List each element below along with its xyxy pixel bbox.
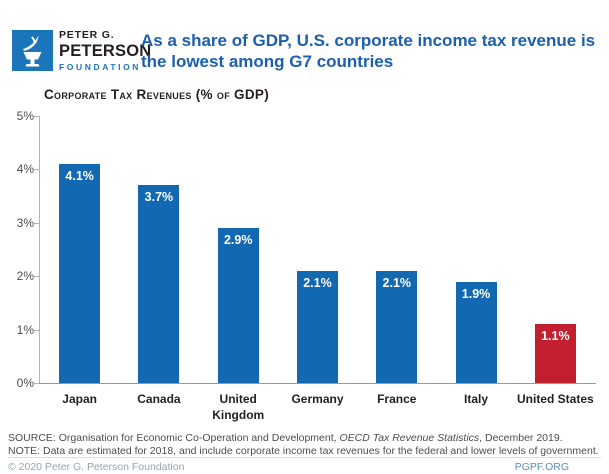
y-tick-mark xyxy=(34,116,40,117)
brand-wordmark: PETER G. PETERSON FOUNDATION xyxy=(59,30,151,71)
source-suffix: , December 2019. xyxy=(479,432,563,444)
footer-divider xyxy=(8,457,601,458)
source-publication: OECD Tax Revenue Statistics xyxy=(339,432,480,444)
copyright-text: © 2020 Peter G. Peterson Foundation xyxy=(8,461,185,473)
y-tick-label: 3% xyxy=(16,215,34,230)
bar-germany: 2.1% xyxy=(296,271,338,383)
x-axis-label: France xyxy=(377,392,417,406)
y-tick-mark xyxy=(34,276,40,278)
bar-value-label: 2.9% xyxy=(223,233,253,247)
x-axis-label: Canada xyxy=(137,392,181,406)
page-title-line2: the lowest among G7 countries xyxy=(141,51,394,71)
y-tick-mark xyxy=(34,383,40,384)
bar-france: 2.1% xyxy=(376,271,418,383)
brand-name-top: PETER G. xyxy=(59,29,115,41)
bars-row: 4.1% 3.7% 2.9% 2.1% 2.1% 1.9% 1.1% xyxy=(40,116,595,383)
bar-united-states: 1.1% xyxy=(534,324,576,383)
bar-value-label: 4.1% xyxy=(65,169,94,183)
bar-slot: 4.1% xyxy=(40,164,119,383)
y-tick-mark xyxy=(34,222,40,224)
y-tick-mark xyxy=(34,169,40,171)
x-axis-line xyxy=(39,383,596,384)
bar-slot: 2.1% xyxy=(357,271,436,383)
pgpf-org-link[interactable]: PGPF.ORG xyxy=(514,461,569,473)
bar-canada: 3.7% xyxy=(138,185,180,383)
bar-value-label: 1.9% xyxy=(461,287,491,301)
torch-icon xyxy=(12,30,53,71)
y-tick-label: 1% xyxy=(16,322,34,337)
x-axis-label: United Kingdom xyxy=(212,392,265,422)
x-axis-label: United States xyxy=(516,392,594,406)
data-note: NOTE: Data are estimated for 2018, and i… xyxy=(8,445,599,457)
y-tick-mark xyxy=(34,329,40,331)
y-axis-line xyxy=(39,117,40,383)
x-axis-label: Germany xyxy=(291,392,344,406)
y-tick-label: 2% xyxy=(16,269,34,284)
x-axis-label: Japan xyxy=(62,392,97,406)
brand-name-main: PETERSON xyxy=(59,41,152,60)
pgpf-logo xyxy=(12,30,53,71)
x-axis-labels: Japan Canada United Kingdom Germany France Ita… xyxy=(40,392,595,423)
bar-japan: 4.1% xyxy=(59,164,101,383)
bar-italy: 1.9% xyxy=(455,282,497,383)
brand-name-sub: FOUNDATION xyxy=(59,61,142,72)
bar-slot: 3.7% xyxy=(119,185,198,383)
y-tick-label: 4% xyxy=(16,162,34,177)
y-tick-label: 0% xyxy=(16,376,34,390)
source-prefix: SOURCE: Organisation for Economic Co-Ope… xyxy=(8,432,340,444)
y-tick-label: 5% xyxy=(16,109,34,123)
chart-title: Corporate Tax Revenues (% of GDP) xyxy=(44,87,269,102)
bar-slot: 2.9% xyxy=(199,228,278,383)
bar-united-kingdom: 2.9% xyxy=(217,228,259,383)
page-title: As a share of GDP, U.S. corporate income… xyxy=(141,31,595,72)
bar-slot: 2.1% xyxy=(278,271,357,383)
bar-value-label: 1.1% xyxy=(541,329,570,343)
bar-slot: 1.9% xyxy=(436,282,515,383)
bar-value-label: 2.1% xyxy=(303,276,332,290)
page-title-line1: As a share of GDP, U.S. corporate income… xyxy=(141,31,596,50)
bar-value-label: 2.1% xyxy=(382,276,412,290)
bar-value-label: 3.7% xyxy=(144,190,174,204)
source-note: SOURCE: Organisation for Economic Co-Ope… xyxy=(8,432,563,444)
bar-slot: 1.1% xyxy=(516,324,595,383)
x-axis-label: Italy xyxy=(464,392,489,406)
